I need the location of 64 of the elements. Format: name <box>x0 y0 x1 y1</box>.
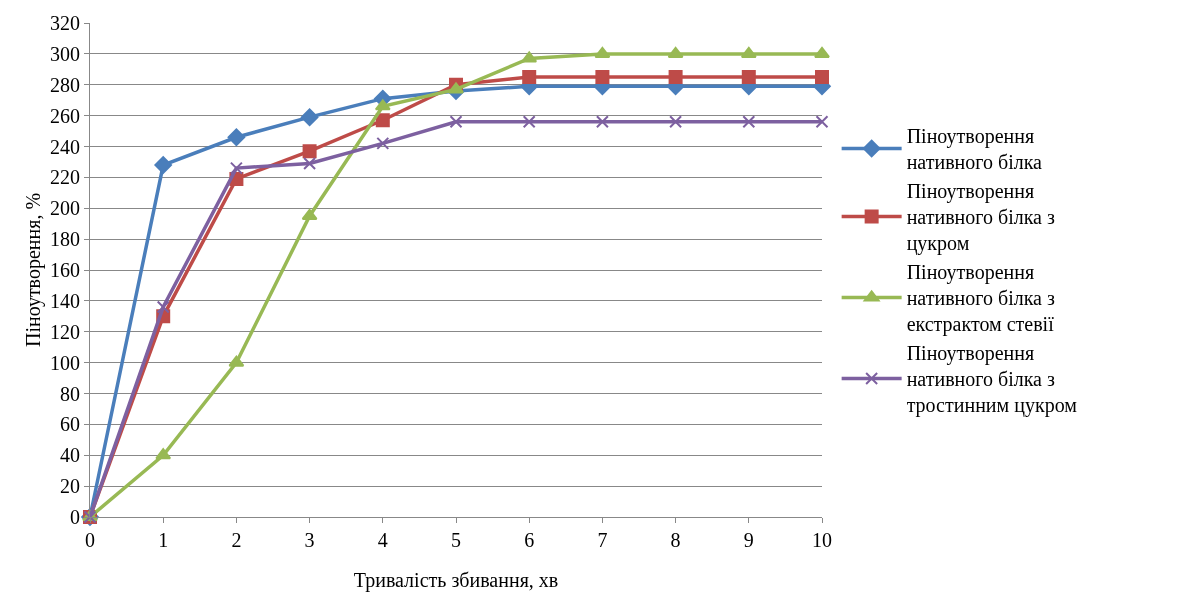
x-tick-label: 3 <box>304 529 315 551</box>
y-tick-label: 300 <box>50 42 80 65</box>
x-tick-label: 6 <box>524 529 535 551</box>
y-tick-label: 260 <box>50 104 80 127</box>
point <box>669 115 683 129</box>
point <box>667 46 684 58</box>
point <box>227 128 246 147</box>
point <box>376 136 390 150</box>
point <box>228 355 245 367</box>
point <box>155 448 172 460</box>
point <box>521 51 538 63</box>
point <box>449 115 463 129</box>
point <box>815 115 829 129</box>
point <box>303 156 317 170</box>
x-tick-label: 7 <box>597 529 608 551</box>
legend-label: Піноутворення нативного білка з екстрактом стевії <box>906 261 1055 337</box>
legend-label: Піноутворення нативного білка з цукром <box>906 180 1055 256</box>
point <box>375 113 390 128</box>
point <box>742 115 756 129</box>
x-axis-title: Тривалість збивання, хв <box>353 569 559 592</box>
legend-label: Піноутворення нативного білка <box>906 125 1043 174</box>
point <box>740 46 757 58</box>
y-tick-label: 220 <box>50 166 80 189</box>
y-tick-label: 20 <box>60 475 80 498</box>
point <box>595 115 609 129</box>
y-tick-label: 240 <box>50 135 80 158</box>
point <box>668 70 683 85</box>
point <box>522 115 536 129</box>
y-axis-title: Піноутворення, % <box>22 192 45 348</box>
point <box>595 70 610 85</box>
point <box>300 108 319 126</box>
point <box>522 70 537 85</box>
x-tick-label: 8 <box>670 529 681 551</box>
point <box>229 161 243 175</box>
x-tick-label: 4 <box>377 529 388 551</box>
point <box>815 70 829 85</box>
y-tick-label: 60 <box>60 413 80 436</box>
point <box>448 82 464 94</box>
y-tick-label: 280 <box>50 73 80 96</box>
y-tick-label: 160 <box>50 259 80 281</box>
point <box>814 46 830 58</box>
y-tick-label: 200 <box>50 197 80 220</box>
x-tick-label: 2 <box>231 529 242 551</box>
y-tick-label: 180 <box>50 228 80 251</box>
y-tick-label: 0 <box>70 506 80 528</box>
x-tick-label: 0 <box>85 529 95 551</box>
point <box>302 144 317 159</box>
point <box>301 208 318 220</box>
point <box>154 156 172 174</box>
legend-label: Піноутворення нативного білка з тростинним цукром <box>906 342 1078 418</box>
y-tick-label: 140 <box>50 289 80 312</box>
y-tick-label: 100 <box>50 351 80 374</box>
x-tick-label: 10 <box>812 529 832 551</box>
x-tick-label: 1 <box>158 529 169 551</box>
point <box>594 46 611 58</box>
x-tick-label: 9 <box>743 529 754 551</box>
y-tick-label: 320 <box>50 12 80 34</box>
point <box>374 99 391 111</box>
x-tick-label: 5 <box>451 529 461 551</box>
y-tick-label: 40 <box>60 444 80 467</box>
y-tick-label: 120 <box>50 320 80 343</box>
point <box>741 70 756 85</box>
point <box>156 300 170 314</box>
y-tick-label: 80 <box>60 382 80 405</box>
